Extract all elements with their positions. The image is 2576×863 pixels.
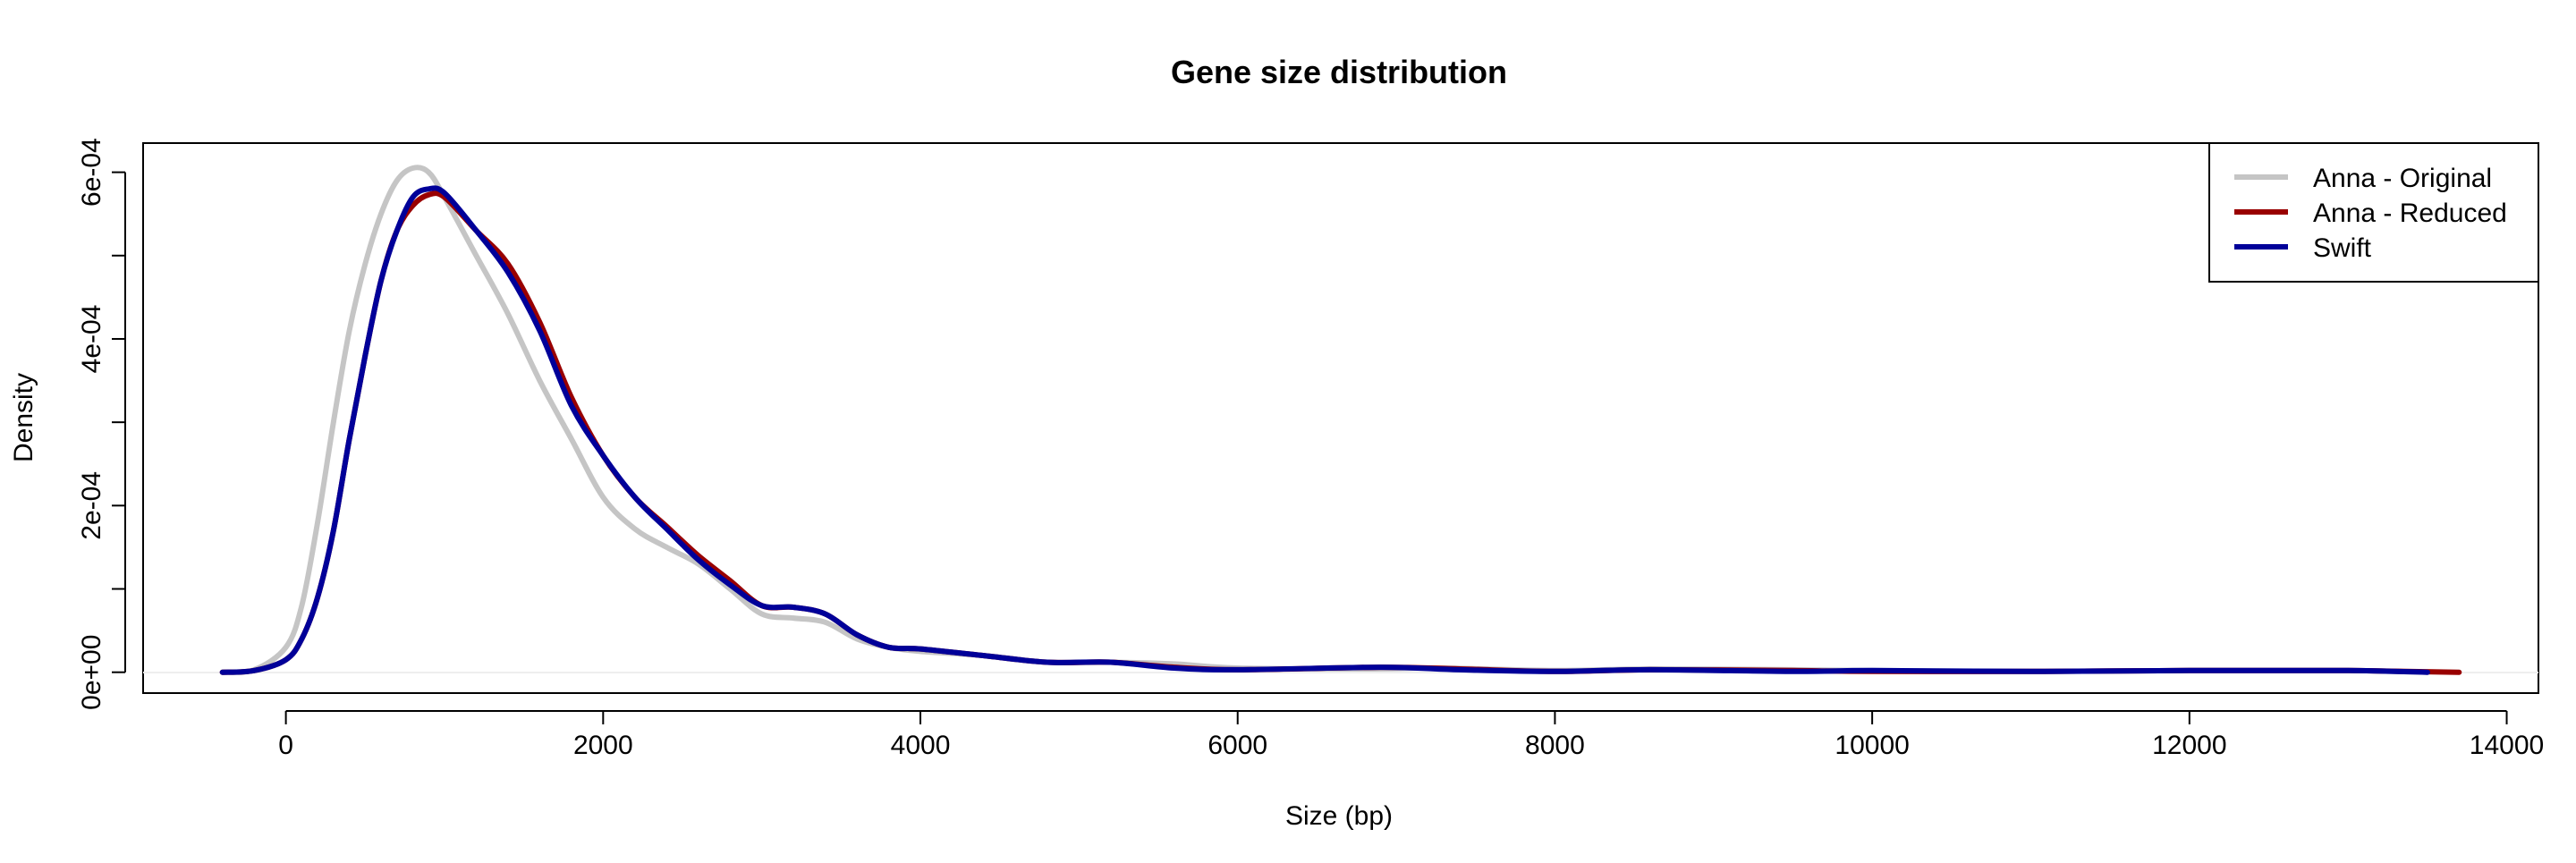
x-tick-label: 10000 [1835,731,1909,760]
x-tick-label: 4000 [891,731,951,760]
x-axis: 0 2000 4000 6000 8000 10000 12000 14000 [278,710,2544,760]
y-tick-label: 4e-04 [77,305,106,374]
plot-frame [142,142,2539,694]
y-axis: 0e+00 2e-04 4e-04 6e-04 [77,138,126,710]
y-axis-label: Density [9,373,38,462]
x-tick-label: 8000 [1525,731,1585,760]
series-line-swift [219,185,2430,675]
x-tick-label: 14000 [2470,731,2544,760]
legend-entry-anna-original: Anna - Original [2313,164,2492,193]
x-tick-label: 12000 [2152,731,2226,760]
legend-entry-swift: Swift [2313,233,2372,263]
x-axis-label: Size (bp) [1285,801,1393,831]
series-layer [219,165,2462,675]
chart-title: Gene size distribution [1171,54,1507,90]
y-tick-label: 2e-04 [77,471,106,540]
y-tick-label: 6e-04 [77,138,106,207]
series-line-anna-reduced [219,190,2462,675]
legend: Anna - Original Anna - Reduced Swift [2208,142,2539,283]
x-tick-label: 0 [278,731,293,760]
x-tick-label: 6000 [1208,731,1267,760]
legend-entry-anna-reduced: Anna - Reduced [2313,199,2507,228]
legend-box [2208,142,2539,283]
x-tick-label: 2000 [573,731,633,760]
y-tick-label: 0e+00 [77,635,106,710]
series-line-anna-original [219,165,2430,675]
